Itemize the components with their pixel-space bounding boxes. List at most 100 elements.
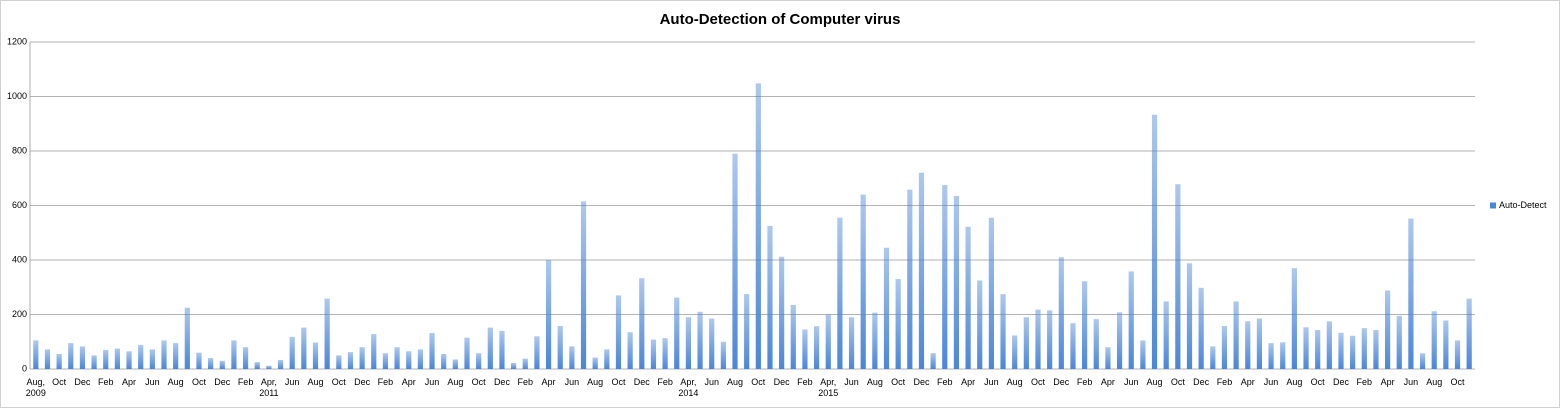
y-tick-label: 400 (12, 254, 27, 264)
x-tick-label: Apr (1380, 377, 1395, 387)
bar (1338, 332, 1344, 369)
bar (1326, 321, 1332, 369)
bar (417, 349, 423, 369)
x-tick-label: Aug (307, 377, 324, 387)
bar (930, 353, 936, 369)
x-tick-label: Oct (471, 377, 486, 387)
bar (685, 317, 692, 369)
bar (149, 349, 155, 369)
bar (382, 353, 389, 369)
x-tick-label: Aug (1286, 377, 1303, 387)
bar (1256, 318, 1263, 369)
x-tick-label: Dec (1193, 377, 1210, 387)
bar (813, 326, 820, 369)
bar (674, 297, 680, 369)
x-tick-label: Dec (74, 377, 91, 387)
x-tick-label: Apr (1100, 377, 1115, 387)
bar (476, 353, 482, 369)
bar (732, 153, 738, 369)
bar (825, 314, 831, 369)
x-tick-label: Feb (1216, 377, 1233, 387)
bar (277, 360, 284, 369)
bar (1151, 114, 1158, 369)
bar (1058, 257, 1064, 369)
bar (1093, 319, 1099, 369)
bar (324, 298, 330, 369)
bar (767, 225, 773, 369)
x-tick-label: Apr (541, 377, 556, 387)
bar (312, 342, 319, 369)
bar (1163, 301, 1169, 369)
bar (103, 349, 109, 369)
bar (56, 354, 62, 369)
x-tick-label: Oct (1450, 377, 1465, 387)
bar (266, 365, 272, 369)
bar (545, 260, 552, 369)
x-tick-label: Feb (97, 377, 114, 387)
bar (1012, 335, 1018, 369)
bar (988, 217, 994, 369)
bar (1361, 328, 1367, 369)
bar (918, 172, 925, 369)
bar (208, 358, 214, 369)
chart-title: Auto-Detection of Computer virus (660, 11, 901, 28)
x-tick-label: Oct (891, 377, 906, 387)
bar (883, 247, 890, 369)
x-tick-label: Dec (633, 377, 650, 387)
bar (779, 256, 785, 369)
bar (1035, 309, 1041, 369)
x-tick-label: Aug (727, 377, 744, 387)
legend-swatch (1490, 202, 1496, 209)
bar (1350, 335, 1356, 369)
bar (709, 318, 715, 369)
x-tick-label: Apr (1240, 377, 1255, 387)
x-tick-label: Aug (1426, 377, 1443, 387)
x-tick-label: Jun (1263, 377, 1279, 387)
x-tick-label: Oct (751, 377, 766, 387)
bar (872, 312, 878, 369)
bar (627, 332, 633, 369)
x-tick-label: Aug (1006, 377, 1023, 387)
x-tick-label: Feb (1356, 377, 1373, 387)
bar (802, 329, 808, 369)
x-tick-label: Apr, 2014 (678, 377, 699, 398)
bar (1419, 353, 1426, 369)
x-tick-label: Dec (913, 377, 930, 387)
x-tick-label: Oct (331, 377, 346, 387)
x-tick-label: Apr, 2011 (259, 377, 279, 398)
bar (1315, 330, 1321, 369)
bar (1070, 323, 1076, 369)
bar (1373, 330, 1379, 369)
bar (1105, 347, 1111, 369)
bar (1268, 343, 1274, 369)
bar (219, 360, 225, 369)
y-tick-label: 600 (12, 200, 27, 210)
bar (1186, 263, 1193, 369)
y-tick-label: 800 (12, 145, 27, 155)
bar (1245, 321, 1251, 369)
y-tick-label: 200 (12, 309, 27, 319)
x-tick-label: Apr (122, 377, 137, 387)
x-tick-label: Aug (1146, 377, 1163, 387)
bar (138, 345, 144, 369)
bar (289, 336, 295, 369)
x-tick-label: Apr (401, 377, 416, 387)
bar (1221, 325, 1228, 369)
bar (942, 185, 948, 369)
bar (336, 355, 342, 369)
bar (744, 294, 750, 369)
bar (557, 325, 563, 369)
x-tick-label: Apr (961, 377, 976, 387)
x-tick-label: Oct (1310, 377, 1325, 387)
x-tick-label: Dec (354, 377, 371, 387)
x-tick-label: Feb (797, 377, 813, 387)
x-tick-label: Aug, 2009 (25, 377, 46, 398)
bar (464, 337, 470, 369)
x-tick-label: Aug (167, 377, 184, 387)
x-tick-label: Dec (493, 377, 510, 387)
bar (755, 83, 761, 370)
x-tick-label: Jun (284, 377, 300, 387)
bar (1385, 290, 1391, 369)
x-tick-label: Aug (447, 377, 464, 387)
bar (1210, 346, 1216, 369)
